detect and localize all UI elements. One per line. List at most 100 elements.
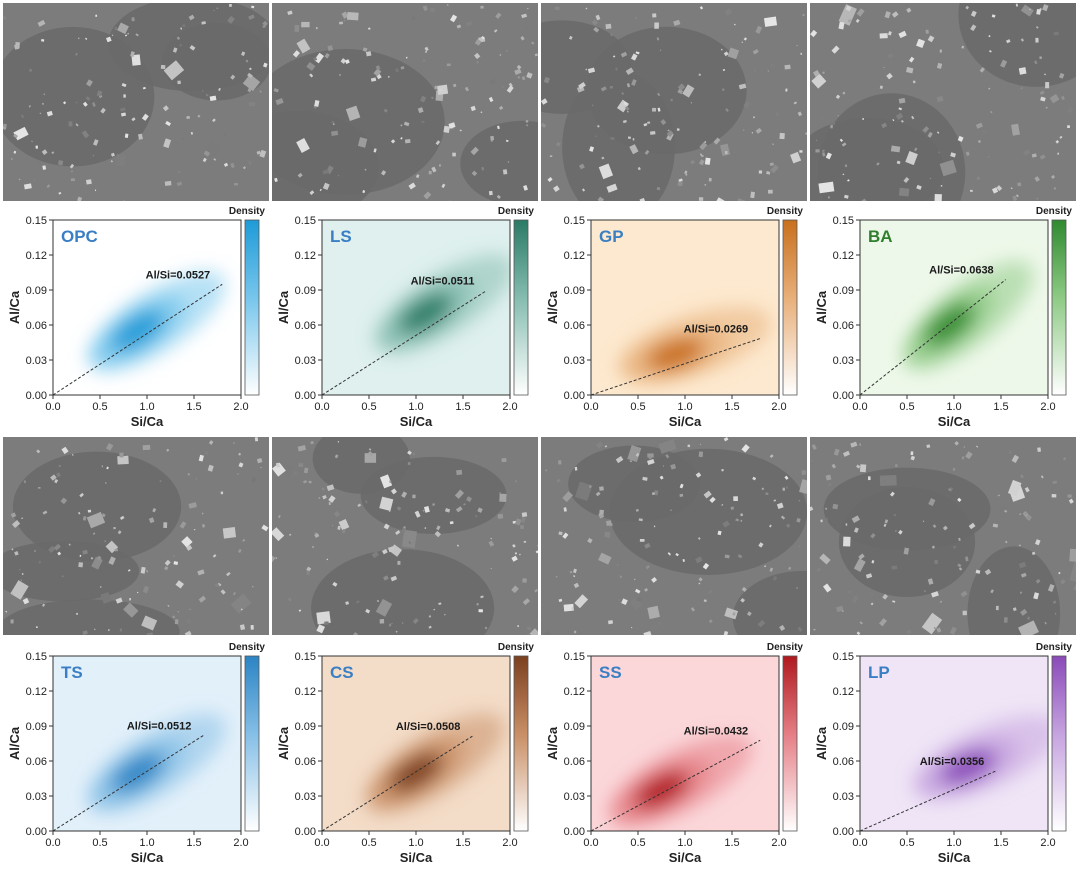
x-tick-label: 2.0 (771, 401, 786, 413)
y-tick-label: 0.00 (564, 826, 585, 838)
x-tick-label: 1.0 (408, 401, 423, 413)
x-tick-label: 0.0 (45, 401, 60, 413)
x-tick-label: 2.0 (502, 401, 517, 413)
colorbar (1051, 219, 1067, 396)
x-tick-label: 1.0 (677, 837, 692, 849)
y-axis-title: Al/Ca (7, 290, 22, 324)
y-tick-label: 0.12 (833, 250, 854, 262)
al-si-ratio-label: Al/Si=0.0432 (684, 725, 749, 737)
sem-texture (810, 437, 1076, 635)
al-si-fit-line (859, 279, 1007, 396)
sem-image-ss (541, 437, 807, 635)
sem-image-opc (3, 3, 269, 201)
x-tick-label: 0.0 (583, 401, 598, 413)
y-axis-title: Al/Ca (814, 726, 829, 760)
y-tick-label: 0.12 (564, 250, 585, 262)
y-axis-title: Al/Ca (545, 290, 560, 324)
y-tick-label: 0.00 (833, 390, 854, 402)
y-tick-label: 0.09 (295, 721, 316, 733)
density-plot-opc: OPC Al/Si=0.0527 0.0 0.5 1.0 1.5 2.0 0.00 0.03 0.… (3, 202, 269, 434)
colorbar-title: Density (498, 642, 535, 653)
sample-label: BA (868, 227, 893, 246)
y-tick-label: 0.12 (295, 686, 316, 698)
y-tick-label: 0.06 (295, 320, 316, 332)
density-plot-svg: TS Al/Si=0.0512 0.0 0.5 1.0 1.5 2.0 0.00 0.03 0.0… (7, 642, 266, 865)
y-tick-label: 0.03 (564, 791, 585, 803)
colorbar-title: Density (767, 206, 804, 217)
y-tick-label: 0.15 (26, 215, 47, 227)
x-tick-label: 2.0 (233, 837, 248, 849)
density-plot-svg: SS Al/Si=0.0432 0.0 0.5 1.0 1.5 2.0 0.00 0.03 0.0… (545, 642, 803, 865)
al-si-ratio-label: Al/Si=0.0508 (396, 721, 461, 733)
density-plot-svg: CS Al/Si=0.0508 0.0 0.5 1.0 1.5 2.0 0.00 0.03 0.0… (276, 642, 535, 865)
y-axis-title: Al/Ca (276, 726, 291, 760)
y-tick-label: 0.06 (26, 320, 47, 332)
x-tick-label: 1.0 (946, 837, 961, 849)
y-tick-label: 0.09 (564, 721, 585, 733)
density-plot-lp: LP Al/Si=0.0356 0.0 0.5 1.0 1.5 2.0 0.00 0.03 0.0… (810, 638, 1076, 870)
y-tick-label: 0.12 (26, 250, 47, 262)
density-plot-svg: OPC Al/Si=0.0527 0.0 0.5 1.0 1.5 2.0 0.00 0.03 0.… (7, 206, 265, 429)
density-cloud (617, 306, 771, 383)
sem-texture (541, 437, 807, 635)
sample-label: CS (330, 663, 354, 682)
y-tick-label: 0.09 (564, 285, 585, 297)
colorbar-title: Density (229, 642, 266, 653)
al-si-ratio-label: Al/Si=0.0511 (411, 276, 475, 288)
colorbar (513, 655, 529, 832)
x-tick-label: 1.5 (993, 401, 1008, 413)
colorbar (513, 219, 529, 396)
x-tick-label: 0.0 (45, 837, 60, 849)
y-tick-label: 0.12 (295, 250, 316, 262)
y-tick-label: 0.15 (564, 651, 585, 663)
y-axis-title: Al/Ca (276, 290, 291, 324)
x-tick-label: 2.0 (502, 837, 517, 849)
al-si-ratio-label: Al/Si=0.0638 (929, 265, 994, 277)
density-plot-svg: LS Al/Si=0.0511 0.0 0.5 1.0 1.5 2.0 0.00 0.03 0.0… (276, 206, 534, 429)
sem-image-cs (272, 437, 538, 635)
x-axis-title: Si/Ca (131, 850, 164, 865)
x-tick-label: 0.5 (92, 837, 107, 849)
x-tick-label: 1.5 (724, 837, 739, 849)
sample-label: LS (330, 227, 352, 246)
y-axis-title: Al/Ca (814, 290, 829, 324)
density-plot-ts: TS Al/Si=0.0512 0.0 0.5 1.0 1.5 2.0 0.00 0.03 0.0… (3, 638, 269, 870)
y-tick-label: 0.12 (26, 686, 47, 698)
al-si-fit-line (52, 283, 223, 396)
y-tick-label: 0.06 (564, 320, 585, 332)
sample-label: TS (61, 663, 83, 682)
x-tick-label: 1.5 (455, 401, 470, 413)
sample-label: SS (599, 663, 622, 682)
x-tick-label: 0.5 (899, 837, 914, 849)
density-cloud (86, 713, 226, 814)
sem-image-ba (810, 3, 1076, 201)
y-tick-label: 0.00 (26, 826, 47, 838)
y-tick-label: 0.06 (26, 756, 47, 768)
density-cloud (365, 713, 505, 813)
sem-image-ls (272, 3, 538, 201)
y-tick-label: 0.06 (564, 756, 585, 768)
al-si-ratio-label: Al/Si=0.0512 (127, 720, 192, 732)
y-tick-label: 0.15 (295, 651, 316, 663)
y-axis-title: Al/Ca (545, 726, 560, 760)
density-plot-ls: LS Al/Si=0.0511 0.0 0.5 1.0 1.5 2.0 0.00 0.03 0.0… (272, 202, 538, 434)
colorbar-title: Density (1036, 206, 1073, 217)
y-tick-label: 0.09 (295, 285, 316, 297)
y-tick-label: 0.06 (295, 756, 316, 768)
colorbar-title: Density (1036, 642, 1073, 653)
y-tick-label: 0.00 (833, 826, 854, 838)
y-tick-label: 0.09 (26, 721, 47, 733)
x-tick-label: 2.0 (233, 401, 248, 413)
density-plot-ss: SS Al/Si=0.0432 0.0 0.5 1.0 1.5 2.0 0.00 0.03 0.0… (541, 638, 807, 870)
x-tick-label: 1.0 (139, 837, 154, 849)
density-plot-gp: GP Al/Si=0.0269 0.0 0.5 1.0 1.5 2.0 0.00 0.03 0.0… (541, 202, 807, 434)
x-tick-label: 0.0 (314, 837, 329, 849)
sem-image-ts (3, 437, 269, 635)
y-tick-label: 0.15 (26, 651, 47, 663)
x-tick-label: 0.0 (852, 837, 867, 849)
colorbar (782, 219, 798, 396)
density-plot-svg: LP Al/Si=0.0356 0.0 0.5 1.0 1.5 2.0 0.00 0.03 0.0… (814, 642, 1073, 865)
y-tick-label: 0.00 (295, 826, 316, 838)
y-tick-label: 0.06 (833, 320, 854, 332)
x-tick-label: 1.0 (408, 837, 423, 849)
